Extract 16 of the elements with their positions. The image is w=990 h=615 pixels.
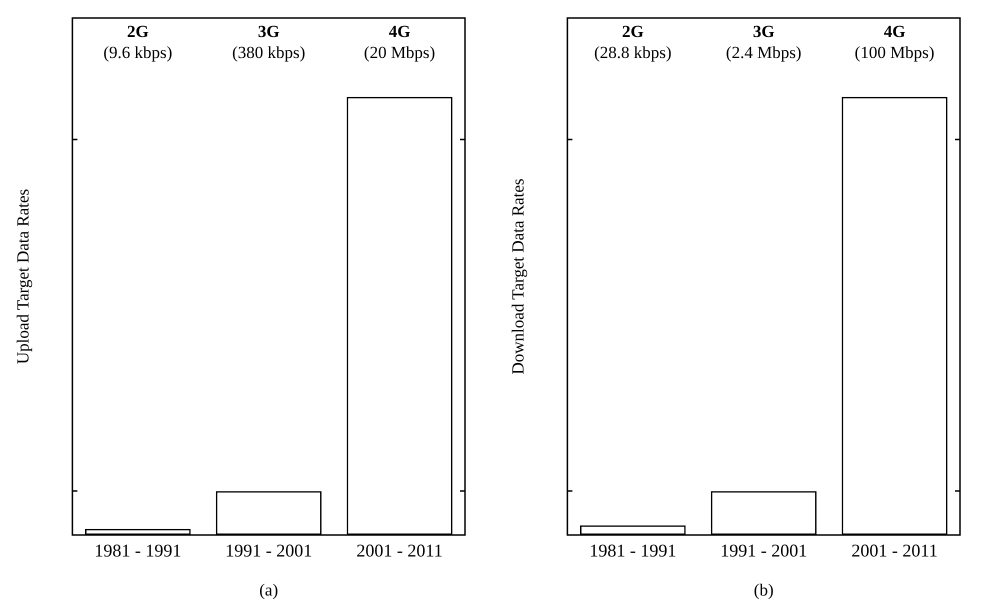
- x-tick-label: 2001 - 2011: [356, 540, 443, 561]
- text: 2G (28.8 kbps): [594, 22, 672, 62]
- x-tick-label: 2001 - 2011: [851, 540, 938, 561]
- y-axis-title: Upload Target Data Rates: [14, 188, 33, 364]
- x-tick-label: 1991 - 2001: [225, 540, 312, 561]
- text: 2G (9.6 kbps): [103, 22, 172, 62]
- y-axis-title: Download Target Data Rates: [508, 178, 528, 374]
- text: 4G (20 Mbps): [364, 22, 436, 62]
- x-tick-label: 1981 - 1991: [589, 540, 676, 561]
- text: 3G (2.4 Mbps): [726, 22, 802, 62]
- x-tick-label: 1991 - 2001: [720, 540, 808, 561]
- text: 4G (100 Mbps): [854, 22, 934, 62]
- x-axis-title: (b): [754, 580, 774, 600]
- x-tick-label: 1981 - 1991: [94, 540, 182, 561]
- x-axis-title: (a): [259, 580, 278, 600]
- text: 3G (380 kbps): [232, 22, 306, 62]
